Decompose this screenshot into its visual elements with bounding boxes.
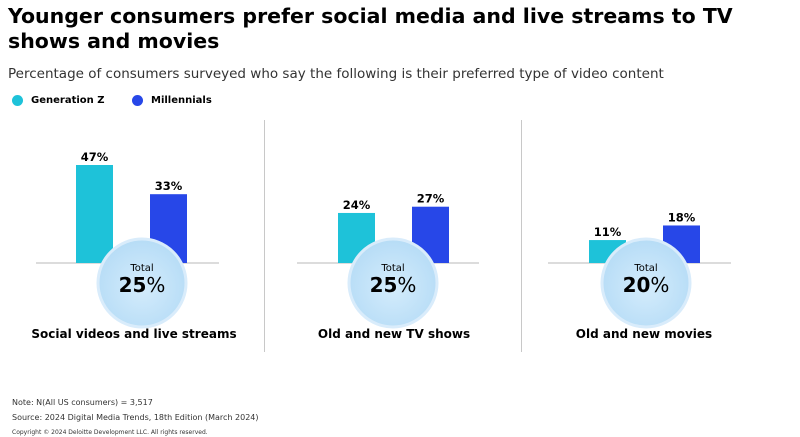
legend-swatch-gen-z xyxy=(12,95,23,106)
legend-label-millennials: Millennials xyxy=(151,95,212,106)
legend-item-millennials: Millennials xyxy=(132,95,212,106)
total-value-2: 25% xyxy=(370,273,417,297)
total-circle-2 xyxy=(347,237,439,329)
total-label-1: Total xyxy=(129,263,153,274)
category-label-3: Old and new movies xyxy=(576,327,712,341)
copyright-note: Copyright © 2024 Deloitte Development LL… xyxy=(12,429,208,436)
chart-title: Younger consumers prefer social media an… xyxy=(8,4,733,53)
total-circle-1 xyxy=(96,237,188,329)
total-label-2: Total xyxy=(380,263,404,274)
total-circle-3 xyxy=(600,237,692,329)
data-label-millennials-3: 18% xyxy=(668,210,696,224)
legend-label-gen-z: Generation Z xyxy=(31,95,105,106)
data-label-millennials-1: 33% xyxy=(155,179,183,193)
data-label-gen-z-2: 24% xyxy=(343,198,371,212)
category-label-1: Social videos and live streams xyxy=(31,327,236,341)
legend-swatch-millennials xyxy=(132,95,143,106)
total-label-3: Total xyxy=(633,263,657,274)
chart-subtitle: Percentage of consumers surveyed who say… xyxy=(8,66,664,82)
data-label-millennials-2: 27% xyxy=(417,192,445,206)
panel-divider-1 xyxy=(264,120,265,352)
category-label-2: Old and new TV shows xyxy=(318,327,470,341)
panel-divider-2 xyxy=(521,120,522,352)
legend-item-gen-z: Generation Z xyxy=(12,95,105,106)
source-note: Source: 2024 Digital Media Trends, 18th … xyxy=(12,413,259,422)
footnote: Note: N(All US consumers) = 3,517 xyxy=(12,398,153,407)
total-value-1: 25% xyxy=(119,273,166,297)
data-label-gen-z-1: 47% xyxy=(81,150,109,164)
total-value-3: 20% xyxy=(623,273,670,297)
data-label-gen-z-3: 11% xyxy=(594,225,622,239)
bar-gen-z-1 xyxy=(76,165,113,263)
